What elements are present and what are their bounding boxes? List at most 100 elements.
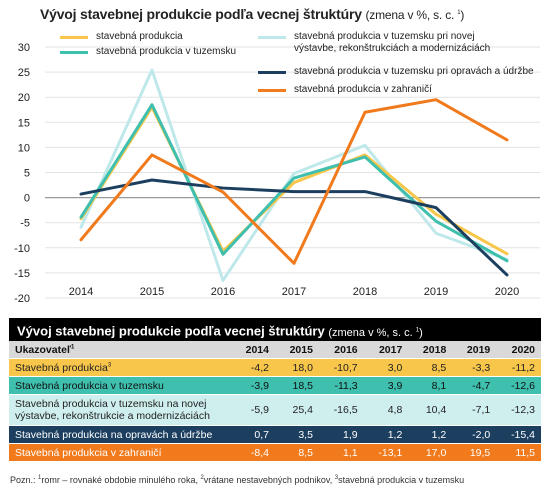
table-cell: -4,7: [452, 376, 497, 395]
table-cell: -7,1: [452, 394, 497, 426]
x-tick-label: 2014: [69, 286, 93, 298]
legend-swatch: [60, 51, 88, 54]
y-tick-label: -5: [20, 218, 30, 230]
series-line: [79, 68, 509, 282]
header-year: 2015: [274, 341, 319, 359]
table-cell: -3,3: [452, 358, 497, 377]
footnote-text: stavebná produkcia v tuzemsku: [338, 475, 465, 485]
table-title-unit: (zmena v %, s. c.: [328, 326, 416, 339]
footnote-sup: 1: [38, 475, 42, 481]
header-indicator-sup: 1: [71, 344, 75, 350]
x-tick-label: 2015: [140, 286, 164, 298]
table-row: Stavebná produkcia v tuzemsku na novej v…: [9, 394, 541, 426]
legend-swatch: [258, 71, 286, 74]
table-cell: -3,9: [231, 376, 275, 395]
header-indicator: Ukazovateľ1: [9, 341, 231, 359]
table-cell: -12,3: [496, 394, 541, 426]
row-label-text: Stavebná produkcia: [15, 361, 108, 374]
table-cell: -8,4: [231, 443, 275, 462]
legend-label: stavebná produkcia v tuzemsku: [96, 46, 237, 57]
legend-label-line1: stavebná produkcia v tuzemsku pri novej: [294, 31, 475, 42]
row-label: Stavebná produkcia v tuzemsku na novej v…: [9, 394, 231, 426]
table-cell: -4,2: [231, 358, 275, 377]
y-tick-labels: 30 25 20 15 10 5 0 -5 -10 -15 -20: [14, 42, 30, 305]
table-cell: 1,1: [318, 443, 364, 462]
legend-swatch: [258, 89, 286, 92]
x-tick-label: 2017: [282, 286, 306, 298]
row-label: Stavebná produkcia na opravách a údržbe: [9, 425, 231, 444]
table-cell: 3,5: [274, 425, 319, 444]
legend-label: stavebná produkcia v zahraničí: [294, 84, 432, 95]
legend-label: stavebná produkcia v tuzemsku pri opravá…: [294, 66, 534, 77]
table-row: Stavebná produkcia na opravách a údržbe …: [9, 425, 541, 444]
header-year: 2017: [363, 341, 409, 359]
x-tick-label: 2016: [211, 286, 235, 298]
table-title: Vývoj stavebnej produkcie podľa vecnej š…: [9, 318, 541, 341]
table-cell: 18,0: [274, 358, 319, 377]
row-label-sup: 3: [107, 362, 112, 368]
table-cell: -10,7: [318, 358, 364, 377]
row-label: Stavebná produkcia v tuzemsku: [9, 376, 231, 395]
legend-swatch: [60, 36, 88, 39]
table-cell: -13,1: [363, 443, 409, 462]
table-title-close: ): [419, 326, 423, 339]
table-cell: 3,0: [363, 358, 409, 377]
y-tick-label: 10: [18, 142, 30, 154]
row-label: Stavebná produkcia3: [9, 358, 231, 377]
footnote-sup: 2: [200, 475, 204, 481]
table-cell: -12,6: [496, 376, 541, 395]
y-tick-label: -15: [14, 268, 30, 280]
table-header-row: Ukazovateľ1 2014 2015 2016 2017 2018 201…: [9, 341, 541, 359]
table-cell: 4,8: [363, 394, 409, 426]
table: Ukazovateľ1 2014 2015 2016 2017 2018 201…: [9, 341, 541, 462]
chart-title-sup: 1: [457, 10, 461, 16]
table-cell: 18,5: [274, 376, 319, 395]
chart-title-close: ): [460, 8, 465, 22]
series-line: [79, 178, 509, 277]
table-title-sup: 1: [415, 327, 420, 333]
x-tick-labels: 2014 2015 2016 2017 2018 2019 2020: [69, 286, 519, 298]
series-line: [79, 98, 509, 265]
table-cell: -16,5: [318, 394, 364, 426]
y-tick-label: 25: [18, 67, 30, 79]
table-cell: 0,7: [231, 425, 275, 444]
header-year: 2018: [408, 341, 453, 359]
legend-item-nova-vystavba: stavebná produkcia v tuzemsku pri novej v…: [258, 31, 508, 57]
table-cell: 17,0: [408, 443, 453, 462]
chart-title: Vývoj stavebnej produkcie podľa vecnej š…: [40, 6, 464, 22]
table-cell: 19,5: [452, 443, 497, 462]
table-title-text: Vývoj stavebnej produkcie podľa vecnej š…: [17, 323, 325, 339]
header-year: 2014: [231, 341, 275, 359]
table-cell: -15,4: [496, 425, 541, 444]
footnote-text: romr – rovnaké obdobie minulého roka,: [41, 475, 201, 485]
table-cell: 10,4: [408, 394, 453, 426]
data-table: Vývoj stavebnej produkcie podľa vecnej š…: [9, 318, 541, 462]
x-tick-label: 2018: [353, 286, 377, 298]
y-tick-label: -20: [14, 293, 30, 305]
table-row: Stavebná produkcia3 -4,2 18,0 -10,7 3,0 …: [9, 358, 541, 377]
y-tick-label: 5: [24, 168, 30, 180]
y-tick-label: -10: [14, 243, 30, 255]
legend-item-opravy: stavebná produkcia v tuzemsku pri opravá…: [258, 66, 538, 80]
footnote-sup: 3: [334, 475, 339, 481]
header-year: 2020: [496, 341, 541, 359]
header-indicator-label: Ukazovateľ: [15, 343, 71, 356]
legend-label: stavebná produkcia: [96, 31, 183, 42]
y-tick-label: 30: [18, 42, 30, 54]
chart-title-text: Vývoj stavebnej produkcie podľa vecnej š…: [40, 6, 362, 22]
table-cell: -11,3: [318, 376, 364, 395]
table-cell: 8,1: [408, 376, 453, 395]
legend-label: stavebná produkcia v tuzemsku pri novej v…: [294, 31, 490, 55]
table-row: Stavebná produkcia v tuzemsku -3,9 18,5 …: [9, 376, 541, 395]
table-cell: -5,9: [231, 394, 275, 426]
chart-series: [79, 68, 509, 282]
chart-title-unit: (zmena v %, s. c.: [365, 8, 458, 22]
table-cell: 25,4: [274, 394, 319, 426]
table-title-sub: (zmena v %, s. c. 1): [328, 327, 422, 339]
x-tick-label: 2019: [424, 286, 448, 298]
legend-label-line2: výstavbe, rekonštrukciách a modernizáciá…: [294, 43, 491, 54]
table-cell: 11,5: [496, 443, 541, 462]
legend-item-zahranicie: stavebná produkcia v zahraničí: [258, 84, 458, 98]
table-cell: -11,2: [496, 358, 541, 377]
